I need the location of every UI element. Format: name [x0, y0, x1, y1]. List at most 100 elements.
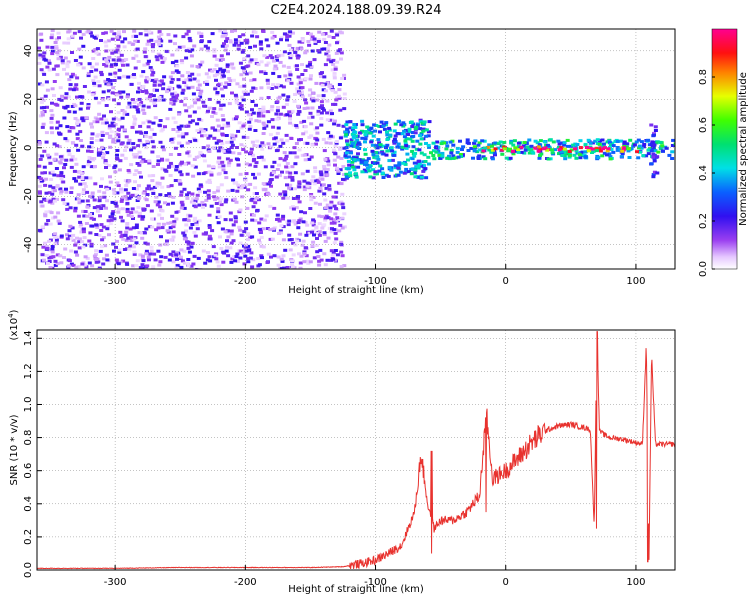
spectrogram-cell — [249, 198, 254, 202]
spectrogram-cell — [230, 257, 235, 261]
spectrogram-cell — [363, 140, 367, 144]
spectrogram-cell — [355, 146, 360, 149]
spectrogram-cell — [244, 65, 249, 69]
spectrogram-cell — [43, 212, 48, 216]
spectrogram-cell — [344, 175, 349, 179]
spectrogram-cell — [147, 174, 152, 178]
spectrogram-cell — [162, 75, 167, 79]
spectrogram-cell — [339, 265, 344, 268]
spectrogram-cell — [556, 139, 561, 143]
spectrogram-cell — [133, 180, 137, 184]
spectrogram-cell — [270, 118, 275, 122]
spectrogram-cell — [331, 102, 335, 106]
spectrogram-cell — [221, 260, 226, 264]
spectrogram-cell — [174, 266, 179, 269]
spectrogram-cell — [409, 172, 414, 176]
spectrogram-cell — [47, 59, 51, 63]
spectrogram-cell — [286, 65, 291, 69]
spectrogram-cell — [302, 179, 307, 183]
spectrogram-cell — [140, 236, 145, 240]
spectrogram-cell — [253, 176, 257, 180]
spectrogram-cell — [157, 42, 162, 46]
spectrogram-cell — [242, 69, 246, 73]
spectrogram-cell — [220, 126, 225, 130]
spectrogram-cell — [179, 99, 184, 103]
spectrogram-cell — [367, 128, 372, 131]
spectrogram-cell — [37, 228, 42, 232]
spectrogram-cell — [232, 43, 237, 47]
spectrogram-cell — [50, 201, 55, 205]
spectrogram-cell — [129, 215, 134, 218]
spectrogram-cell — [197, 219, 202, 223]
spectrogram-cell — [387, 128, 392, 132]
spectrogram-cell — [336, 123, 341, 127]
spectrogram-cell — [304, 254, 309, 258]
spectrogram-cell — [305, 64, 310, 68]
spectrogram-cell — [500, 148, 505, 152]
spectrogram-cell — [288, 48, 293, 52]
spectrogram-cell — [120, 59, 125, 63]
spectrogram-cell — [217, 156, 222, 160]
spectrogram-cell — [434, 150, 439, 154]
spectrogram-cell — [220, 44, 225, 48]
spectrogram-cell — [145, 242, 150, 246]
spectrogram-cell — [121, 237, 126, 241]
spectrogram-cell — [182, 237, 187, 241]
spectrogram-cell — [122, 112, 127, 116]
spectrogram-cell — [75, 132, 80, 136]
spectrogram-cell — [234, 117, 238, 121]
spectrogram-cell — [223, 230, 228, 234]
spectrogram-cell — [144, 198, 149, 202]
spectrogram-cell — [301, 239, 306, 243]
spectrogram-cell — [319, 100, 324, 104]
snr-series-line — [37, 331, 675, 570]
spectrogram-cell — [236, 158, 240, 162]
spectrogram-cell — [644, 154, 649, 158]
spectrogram-cell — [148, 135, 153, 139]
spectrogram-cell — [330, 228, 335, 231]
spectrogram-cell — [76, 214, 81, 218]
spectrogram-cell — [232, 78, 236, 82]
spectrogram-cell — [477, 141, 482, 145]
spectrogram-cell — [206, 144, 211, 148]
spectrogram-cell — [343, 154, 348, 158]
spectrogram-cell — [223, 48, 228, 52]
spectrogram-cell — [390, 149, 395, 153]
spectrogram-cell — [509, 139, 514, 143]
spectrogram-cell — [151, 94, 156, 98]
spectrogram-cell — [403, 142, 408, 146]
spectrogram-cell — [352, 130, 357, 134]
spectrogram-cell — [132, 237, 137, 241]
spectrogram-cell — [626, 147, 631, 151]
spectrogram-cell — [73, 86, 78, 90]
y-tick-label: 0.2 — [23, 529, 34, 545]
spectrogram-cell — [351, 126, 356, 130]
spectrogram-cell — [158, 37, 163, 41]
spectrogram-cell — [45, 45, 50, 49]
spectrogram-cell — [94, 249, 99, 253]
spectrogram-cell — [144, 131, 148, 135]
spectrogram-cell — [245, 136, 250, 139]
spectrogram-cell — [43, 241, 47, 245]
spectrogram-cell — [525, 145, 530, 149]
spectrogram-cell — [86, 29, 91, 33]
spectrogram-cell — [41, 122, 46, 126]
spectrogram-cell — [627, 156, 632, 159]
spectrogram-cell — [322, 252, 327, 256]
spectrogram-cell — [557, 148, 562, 152]
spectrogram-cell — [195, 96, 200, 100]
spectrogram-cell — [121, 90, 126, 94]
spectrogram-cell — [420, 121, 425, 125]
spectrogram-cell — [250, 34, 255, 38]
spectrogram-cell — [215, 118, 220, 122]
spectrogram-cell — [502, 141, 507, 144]
spectrogram-cell — [40, 154, 45, 158]
spectrogram-cell — [237, 43, 242, 47]
spectrogram-cell — [175, 64, 180, 68]
spectrogram-cell — [226, 254, 231, 258]
spectrogram-cell — [108, 82, 113, 86]
spectrogram-cell — [493, 147, 498, 151]
spectrogram-cell — [91, 57, 96, 60]
spectrogram-cell — [150, 43, 155, 46]
spectrogram-cell — [336, 49, 341, 53]
